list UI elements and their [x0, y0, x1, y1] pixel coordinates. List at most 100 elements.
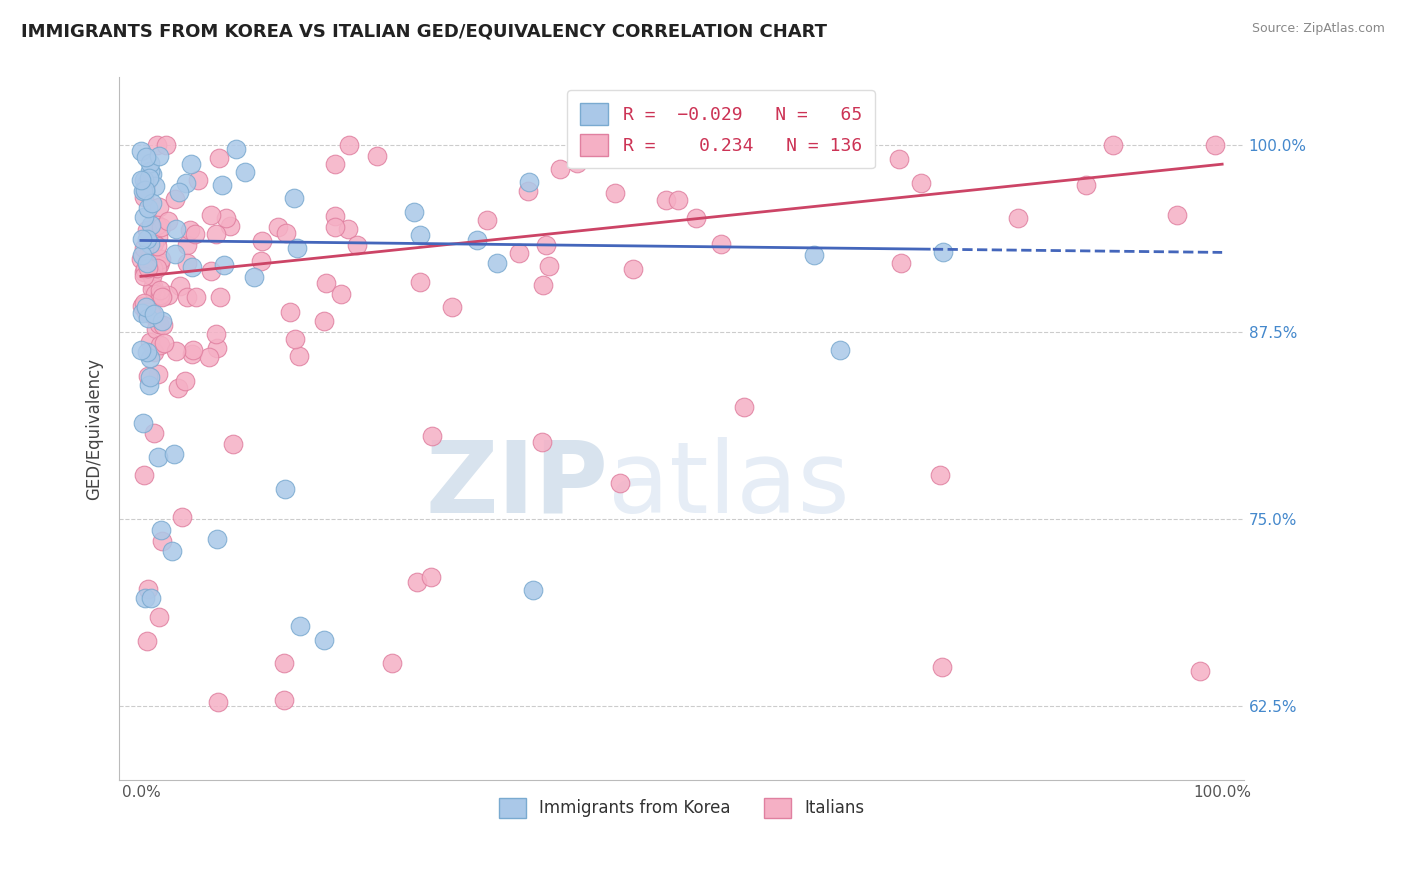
Point — [274, 482, 297, 496]
Point — [134, 210, 156, 224]
Point — [143, 235, 166, 250]
Point — [136, 201, 159, 215]
Point — [141, 195, 163, 210]
Point — [146, 261, 169, 276]
Point — [278, 305, 301, 319]
Point — [169, 279, 191, 293]
Point — [284, 332, 307, 346]
Point — [207, 695, 229, 709]
Point — [222, 437, 245, 451]
Point — [565, 156, 588, 170]
Point — [134, 184, 156, 198]
Point — [141, 268, 163, 283]
Point — [150, 289, 173, 303]
Point — [132, 173, 155, 187]
Point — [143, 425, 166, 440]
Point — [420, 428, 443, 442]
Point — [803, 248, 825, 262]
Point — [132, 268, 155, 283]
Point — [138, 236, 160, 251]
Point — [131, 343, 153, 358]
Point — [148, 200, 170, 214]
Point — [381, 657, 404, 671]
Point — [208, 289, 231, 303]
Point — [465, 233, 488, 247]
Point — [181, 343, 204, 357]
Point — [135, 150, 157, 164]
Point — [134, 591, 156, 605]
Point — [176, 256, 198, 270]
Point — [150, 290, 173, 304]
Text: Source: ZipAtlas.com: Source: ZipAtlas.com — [1251, 22, 1385, 36]
Point — [131, 248, 153, 262]
Point — [314, 633, 336, 648]
Point — [162, 544, 184, 558]
Point — [136, 305, 159, 319]
Point — [890, 256, 912, 270]
Point — [685, 211, 707, 225]
Point — [408, 275, 430, 289]
Point — [143, 178, 166, 193]
Point — [149, 283, 172, 297]
Point — [132, 190, 155, 204]
Point — [205, 341, 228, 355]
Point — [841, 139, 863, 153]
Point — [205, 227, 228, 241]
Point — [149, 252, 172, 266]
Point — [1189, 664, 1212, 678]
Point — [149, 523, 172, 537]
Point — [139, 369, 162, 384]
Point — [142, 306, 165, 320]
Point — [621, 261, 644, 276]
Point — [550, 162, 572, 177]
Point — [146, 137, 169, 152]
Point — [283, 191, 305, 205]
Point — [143, 287, 166, 301]
Point — [1204, 137, 1226, 152]
Point — [142, 278, 165, 293]
Point — [141, 307, 163, 321]
Point — [531, 277, 554, 292]
Point — [163, 447, 186, 461]
Point — [180, 260, 202, 275]
Point — [148, 610, 170, 624]
Point — [176, 237, 198, 252]
Point — [180, 157, 202, 171]
Y-axis label: GED/Equivalency: GED/Equivalency — [86, 358, 103, 500]
Point — [609, 475, 631, 490]
Point — [136, 310, 159, 325]
Point — [276, 226, 298, 240]
Point — [405, 575, 427, 590]
Point — [138, 378, 160, 392]
Point — [157, 214, 180, 228]
Point — [139, 156, 162, 170]
Point — [134, 295, 156, 310]
Text: atlas: atlas — [609, 436, 851, 533]
Point — [323, 219, 346, 234]
Point — [337, 222, 360, 236]
Text: ZIP: ZIP — [426, 436, 609, 533]
Point — [136, 256, 159, 270]
Point — [887, 152, 910, 166]
Point — [603, 186, 626, 200]
Point — [1074, 178, 1097, 192]
Point — [517, 185, 540, 199]
Point — [330, 286, 353, 301]
Point — [440, 300, 463, 314]
Point — [165, 247, 187, 261]
Point — [200, 208, 222, 222]
Point — [139, 249, 162, 263]
Point — [250, 234, 273, 248]
Point — [419, 570, 441, 584]
Point — [250, 254, 273, 268]
Point — [522, 583, 544, 598]
Point — [315, 276, 337, 290]
Point — [165, 221, 187, 235]
Legend: Immigrants from Korea, Italians: Immigrants from Korea, Italians — [492, 791, 870, 825]
Point — [538, 259, 561, 273]
Point — [508, 245, 530, 260]
Point — [323, 209, 346, 223]
Point — [325, 156, 347, 170]
Point — [141, 282, 163, 296]
Point — [169, 186, 191, 200]
